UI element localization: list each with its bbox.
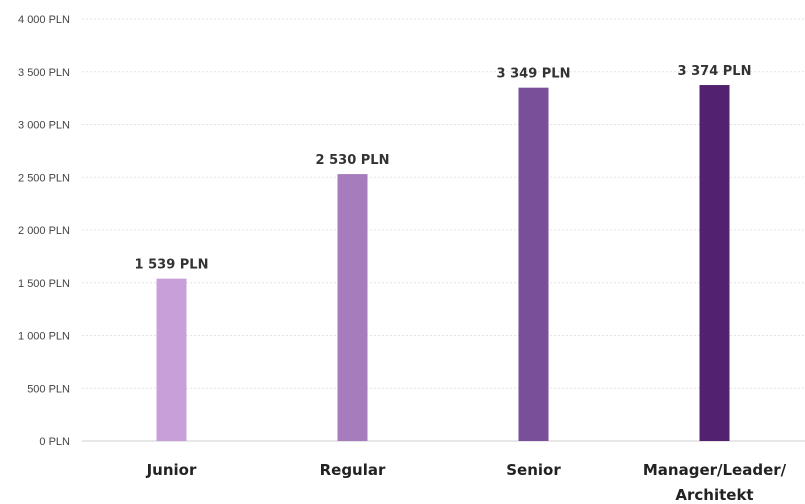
- y-tick-label: 2 500 PLN: [18, 172, 70, 184]
- y-tick-label: 2 000 PLN: [18, 225, 70, 237]
- data-label: 3 374 PLN: [678, 64, 752, 79]
- data-label: 1 539 PLN: [135, 258, 209, 273]
- y-tick-label: 1 000 PLN: [18, 331, 70, 343]
- y-tick-label: 3 000 PLN: [18, 120, 70, 132]
- y-tick-label: 1 500 PLN: [18, 278, 70, 290]
- gridlines: [82, 18, 805, 442]
- y-tick-label: 500 PLN: [27, 383, 70, 395]
- y-axis: 0 PLN 500 PLN 1 000 PLN 1 500 PLN 2 000 PLN 2…: [18, 14, 70, 448]
- bar: [156, 278, 187, 441]
- data-label: 2 530 PLN: [316, 153, 390, 168]
- x-tick-label: Regular: [320, 461, 386, 479]
- y-tick-label: 0 PLN: [39, 436, 70, 448]
- x-tick-label: Architekt: [675, 486, 753, 504]
- x-axis: Junior Regular Senior Manager/Leader/Archit…: [146, 461, 787, 504]
- x-tick-label: Junior: [146, 461, 197, 479]
- bars: [156, 85, 730, 442]
- bar: [699, 85, 730, 441]
- y-tick-label: 3 500 PLN: [18, 67, 70, 79]
- data-labels: 1 539 PLN 2 530 PLN 3 349 PLN 3 374 PLN: [135, 64, 752, 273]
- x-tick-label: Manager/Leader/: [643, 461, 787, 479]
- y-tick-label: 4 000 PLN: [18, 14, 70, 26]
- x-tick-label: Senior: [506, 461, 561, 479]
- data-label: 3 349 PLN: [497, 67, 571, 82]
- bar: [337, 174, 368, 441]
- bar: [518, 87, 549, 442]
